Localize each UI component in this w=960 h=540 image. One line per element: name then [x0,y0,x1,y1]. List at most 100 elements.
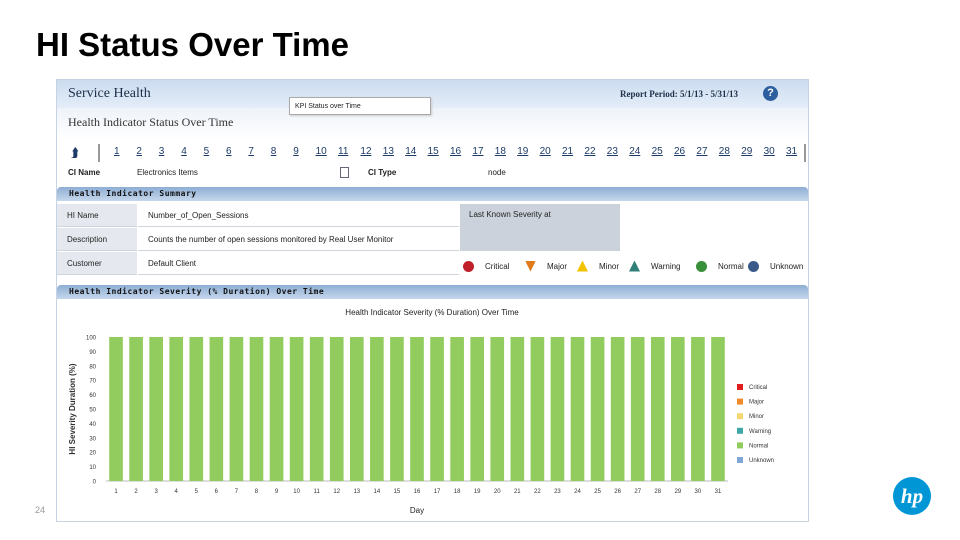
x-tick-label: 13 [353,489,360,495]
legend-label-normal: Normal [749,443,768,449]
legend-swatch-warning [737,427,743,434]
day-link-23[interactable]: 23 [606,146,618,157]
bar-normal-day-25 [590,337,605,481]
severity-section-header: Health Indicator Severity (% Duration) O… [57,285,808,299]
day-link-12[interactable]: 12 [360,146,372,157]
legend-label-unknown: Unknown [749,458,774,464]
x-tick-label: 3 [154,489,158,495]
document-icon[interactable] [340,167,349,178]
bar-normal-day-2 [129,337,143,481]
severity-legend: Critical Major Minor Warning Normal Unkn… [460,259,808,273]
day-link-25[interactable]: 25 [651,146,663,157]
x-tick-label: 22 [534,489,541,495]
day-link-31[interactable]: 31 [786,146,798,157]
y-tick-label: 0 [93,480,97,486]
last-known-severity: Last Known Severity at [460,204,620,251]
day-link-4[interactable]: 4 [181,146,187,157]
bar-normal-day-9 [269,337,284,481]
day-link-22[interactable]: 22 [584,146,596,157]
help-icon[interactable]: ? [763,86,778,101]
bar-normal-day-3 [149,337,163,481]
bar-normal-day-10 [289,337,304,481]
bar-normal-day-18 [450,337,464,481]
severity-unknown: Unknown [748,259,803,273]
x-tick-label: 11 [314,489,321,495]
service-health-header: Service Health Report Period: 5/1/13 - 5… [57,80,808,108]
day-link-7[interactable]: 7 [248,146,254,157]
x-tick-label: 12 [333,489,340,495]
y-tick-label: 100 [86,336,97,342]
page-subheader: Health Indicator Status Over Time [57,108,808,140]
hp-logo: hp [893,477,931,515]
x-tick-label: 28 [654,489,661,495]
day-link-21[interactable]: 21 [562,146,574,157]
bar-normal-day-31 [711,337,725,481]
legend-swatch-critical [737,384,743,390]
y-tick-label: 50 [89,408,96,414]
bar-normal-day-14 [370,337,384,481]
x-tick-label: 29 [674,489,681,495]
day-link-5[interactable]: 5 [203,146,210,157]
day-link-16[interactable]: 16 [450,146,462,157]
x-tick-label: 20 [494,489,501,495]
hi-name-value: Number_of_Open_Sessions [138,204,459,227]
x-tick-label: 14 [374,489,381,495]
severity-major: Major [525,259,567,273]
bar-normal-day-11 [309,337,324,481]
day-link-29[interactable]: 29 [741,146,753,157]
day-link-27[interactable]: 27 [696,146,708,157]
bar-normal-day-13 [349,337,364,481]
day-link-26[interactable]: 26 [674,146,686,157]
summary-section-title: Health Indicator Summary [69,189,197,198]
day-link-2[interactable]: 2 [136,146,142,157]
day-link-9[interactable]: 9 [293,146,299,157]
ci-name-value: Electronics Items [137,168,198,177]
day-link-13[interactable]: 13 [382,146,394,157]
day-link-15[interactable]: 15 [427,146,439,157]
day-link-20[interactable]: 20 [539,146,551,157]
day-link-18[interactable]: 18 [494,146,506,157]
day-link-17[interactable]: 17 [472,146,484,157]
day-link-14[interactable]: 14 [405,146,417,157]
x-tick-label: 30 [695,489,702,495]
nav-divider [98,144,100,162]
bar-normal-day-17 [430,337,444,481]
bar-normal-day-21 [510,337,525,481]
day-link-10[interactable]: 10 [315,146,327,157]
day-link-1[interactable]: 1 [114,146,120,157]
y-tick-label: 70 [89,379,96,385]
up-arrow-icon[interactable]: ⮭ [71,145,79,160]
x-tick-label: 27 [634,489,641,495]
bar-normal-day-23 [550,337,565,481]
day-link-8[interactable]: 8 [270,146,277,157]
bar-normal-day-22 [530,337,545,481]
day-link-30[interactable]: 30 [763,146,775,157]
day-link-6[interactable]: 6 [226,146,232,157]
ci-type-label: CI Type [368,168,397,177]
page-subtitle: Health Indicator Status Over Time [68,115,234,129]
x-tick-label: 8 [255,489,259,495]
day-link-3[interactable]: 3 [158,146,165,157]
day-link-28[interactable]: 28 [718,146,730,157]
app-title: Service Health [68,86,151,101]
nav-divider [804,144,806,162]
x-tick-label: 24 [574,489,581,495]
bar-normal-day-26 [610,337,625,481]
day-link-11[interactable]: 11 [338,146,349,157]
severity-label: Minor [599,261,620,271]
day-link-19[interactable]: 19 [517,146,529,157]
x-tick-label: 25 [594,489,601,495]
x-axis-label: Day [410,506,424,515]
bar-normal-day-1 [109,337,123,481]
day-link-24[interactable]: 24 [629,146,641,157]
x-tick-label: 2 [134,489,138,495]
legend-swatch-normal [737,442,743,449]
y-tick-label: 90 [89,350,96,356]
x-tick-label: 7 [235,489,239,495]
x-tick-label: 21 [514,489,521,495]
tooltip: KPI Status over Time [289,97,431,115]
bar-normal-day-16 [410,337,424,481]
bar-normal-day-7 [229,337,244,481]
severity-label: Unknown [770,261,804,271]
ci-info-row: CI Name Electronics Items CI Type node [57,164,808,182]
